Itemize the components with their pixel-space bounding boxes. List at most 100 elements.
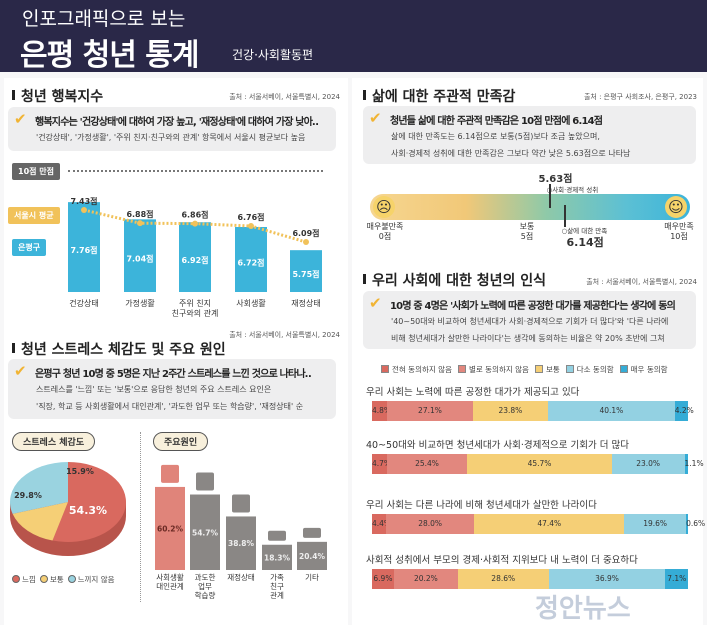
pie-slice-label: 54.3% bbox=[69, 504, 107, 517]
row-label: 우리 사회는 다른 나라에 비해 청년세대가 살만한 나라이다 bbox=[366, 500, 597, 511]
scale-mid-label: 보통 5점 bbox=[519, 222, 535, 241]
stress-source: 출처 : 서울서베이, 서울특별시, 2024 bbox=[229, 331, 340, 339]
bar-segment: 27.1% bbox=[387, 401, 473, 421]
happiness-bar bbox=[235, 226, 267, 292]
pie-legend-item: 느낌 bbox=[8, 575, 36, 584]
cause-bar bbox=[190, 494, 220, 570]
seoul-avg-value: 7.43점 bbox=[70, 196, 97, 206]
bar-segment: 4.8% bbox=[372, 401, 391, 421]
satisfaction-scale-bar: ☹ ☺ bbox=[370, 194, 690, 220]
bar-segment: 40.1% bbox=[548, 401, 675, 421]
legend-item: 다소 동의함 bbox=[560, 365, 614, 374]
cause-label: 기타 bbox=[305, 573, 319, 582]
stacked-bar: 4.7%25.4%45.7%23.0%1.1% bbox=[372, 454, 704, 474]
summary-detail: '건강상태', '가정생활', '주위 친지·친구와의 관계' 항목에서 서울시… bbox=[36, 133, 306, 142]
cause-icon bbox=[268, 530, 286, 541]
happiness-bar bbox=[290, 250, 322, 292]
header-banner: 인포그래픽으로 보는 은평 청년 통계 건강·사회활동편 bbox=[0, 0, 707, 73]
legend-item: 매우 동의함 bbox=[614, 365, 668, 374]
bar-segment: 47.4% bbox=[474, 514, 625, 534]
pie-slice bbox=[52, 462, 126, 542]
bar-segment: 1.1% bbox=[684, 454, 704, 474]
seoul-avg-value: 6.76점 bbox=[237, 212, 264, 222]
stacked-bar: 4.8% 27.1% 23.8% 40.1% 4.2% bbox=[372, 401, 694, 421]
satisfaction-summary: ✔ 청년들 삶에 대한 주관적 만족감은 10점 만점에 6.14점 삶에 대한… bbox=[363, 106, 696, 164]
seoul-avg-tag: 서울시 평균 bbox=[8, 207, 60, 224]
bar-segment: 23.8% bbox=[472, 401, 548, 421]
seoul-avg-point bbox=[303, 239, 309, 246]
marker-life-value: 6.14점 bbox=[566, 236, 604, 249]
check-icon: ✔ bbox=[369, 109, 382, 127]
marker-social: 5.63점 ○사회·경제적 성취 bbox=[539, 172, 598, 208]
cause-bar bbox=[155, 486, 185, 570]
seoul-avg-value: 6.86점 bbox=[181, 210, 208, 220]
satisfaction-title: 삶에 대한 주관적 만족감 bbox=[363, 86, 515, 106]
check-icon: ✔ bbox=[369, 294, 382, 312]
marker-life: ○삶에 대한 만족 6.14점 bbox=[562, 205, 607, 249]
happy-face-icon: ☺ bbox=[665, 196, 687, 218]
cause-bar bbox=[297, 541, 327, 570]
header-subtitle: 인포그래픽으로 보는 bbox=[22, 8, 186, 30]
cause-value: 20.4% bbox=[299, 552, 326, 561]
pie-slice-label: 15.9% bbox=[66, 467, 94, 476]
bar-segment: 20.2% bbox=[393, 569, 458, 589]
summary-detail-2: 사회·경제적 성취에 대한 만족감은 그보다 약간 낮은 5.63점으로 나타남 bbox=[391, 149, 631, 158]
perception-source: 출처 : 서울서베이, 서울특별시, 2024 bbox=[586, 278, 697, 286]
cause-value: 38.8% bbox=[228, 539, 255, 548]
bar-segment: 25.4% bbox=[386, 454, 468, 474]
bar-segment: 4.2% bbox=[674, 401, 694, 421]
category-label: 건강상태 bbox=[69, 298, 98, 308]
happiness-bar-value: 7.76점 bbox=[70, 245, 97, 255]
scale-max-label: 매우만족 10점 bbox=[664, 222, 694, 241]
pie-legend-item: 느끼지 않음 bbox=[64, 575, 115, 584]
sad-face-icon: ☹ bbox=[373, 196, 395, 218]
header-title: 은평 청년 통계 bbox=[20, 38, 199, 73]
scale-min-label: 매우불만족 0점 bbox=[366, 222, 404, 241]
category-label: 친구와의 관계 bbox=[172, 308, 219, 318]
cause-value: 18.3% bbox=[264, 553, 291, 562]
perception-legend: 전혀 동의하지 않음 별로 동의하지 않음 보통 다소 동의함 매우 동의함 bbox=[375, 364, 668, 375]
stacked-bar: 4.4%28.0%47.4%19.6%0.6% bbox=[372, 514, 705, 534]
bar-segment: 4.4% bbox=[372, 514, 391, 534]
cause-value: 60.2% bbox=[157, 524, 184, 533]
bar-segment: 36.9% bbox=[548, 569, 666, 589]
cause-label: 친구 bbox=[270, 581, 284, 591]
summary-detail-1: '40~50대와 비교하여 청년세대가 사회·경제적으로 기회가 더 많다'와 … bbox=[391, 317, 669, 326]
cause-label: 사회생활 bbox=[156, 572, 184, 582]
seoul-avg-value: 6.88점 bbox=[126, 209, 153, 219]
legend-item: 별로 동의하지 않음 bbox=[452, 365, 529, 374]
max-score-line bbox=[68, 170, 323, 172]
cause-label: 업무 bbox=[198, 582, 212, 591]
summary-detail-1: 삶에 대한 만족도는 6.14점으로 보통(5점)보다 조금 높았으며, bbox=[391, 132, 600, 141]
divider bbox=[140, 432, 141, 602]
category-label: 주위 친지 bbox=[179, 298, 211, 308]
marker-life-label: ○삶에 대한 만족 bbox=[561, 227, 608, 235]
summary-headline: 행복지수는 '건강상태'에 대하여 가장 높고, '재정상태'에 대하여 가장 … bbox=[35, 117, 319, 128]
stress-title: 청년 스트레스 체감도 및 주요 원인 bbox=[12, 339, 226, 359]
happiness-bar bbox=[179, 222, 211, 292]
bar-segment: 19.6% bbox=[624, 514, 687, 534]
happiness-bar bbox=[124, 219, 156, 292]
happiness-bar-value: 7.04점 bbox=[126, 254, 153, 264]
happiness-bar-value: 5.75점 bbox=[292, 269, 319, 279]
happiness-bar bbox=[68, 202, 100, 292]
row-label: 40~50대와 비교하면 청년세대가 사회·경제적으로 기회가 더 많다 bbox=[366, 440, 630, 451]
cause-icon bbox=[232, 494, 250, 513]
seoul-avg-point bbox=[248, 223, 254, 230]
summary-detail-2: '직장, 학교 등 사회생활에서 대인관계', '과도한 업무 또는 학습량',… bbox=[36, 402, 304, 411]
perception-title: 우리 사회에 대한 청년의 인식 bbox=[363, 270, 546, 290]
perception-summary: ✔ 10명 중 4명은 '사회가 노력에 따른 공정한 대가를 제공한다'는 생… bbox=[363, 291, 696, 349]
cause-icon bbox=[196, 472, 214, 491]
summary-headline: 청년들 삶에 대한 주관적 만족감은 10점 만점에 6.14점 bbox=[390, 116, 603, 127]
pie-slice-label: 29.8% bbox=[14, 491, 42, 500]
watermark-logo: 정안뉴스 bbox=[535, 594, 631, 624]
stress-summary: ✔ 은평구 청년 10명 중 5명은 지난 2주간 스트레스를 느낀 것으로 나… bbox=[8, 359, 336, 419]
stress-pie-chart: 54.3% 15.9% 29.8% bbox=[10, 462, 126, 556]
happiness-source: 출처 : 서울서베이, 서울특별시, 2024 bbox=[229, 93, 340, 101]
happiness-bar-value: 6.92점 bbox=[181, 255, 208, 265]
bar-segment: 28.0% bbox=[385, 514, 475, 534]
check-icon: ✔ bbox=[14, 110, 27, 128]
check-icon: ✔ bbox=[14, 362, 27, 380]
stacked-bar: 6.9% 20.2% 28.6% 36.9% 7.1% bbox=[372, 569, 688, 589]
